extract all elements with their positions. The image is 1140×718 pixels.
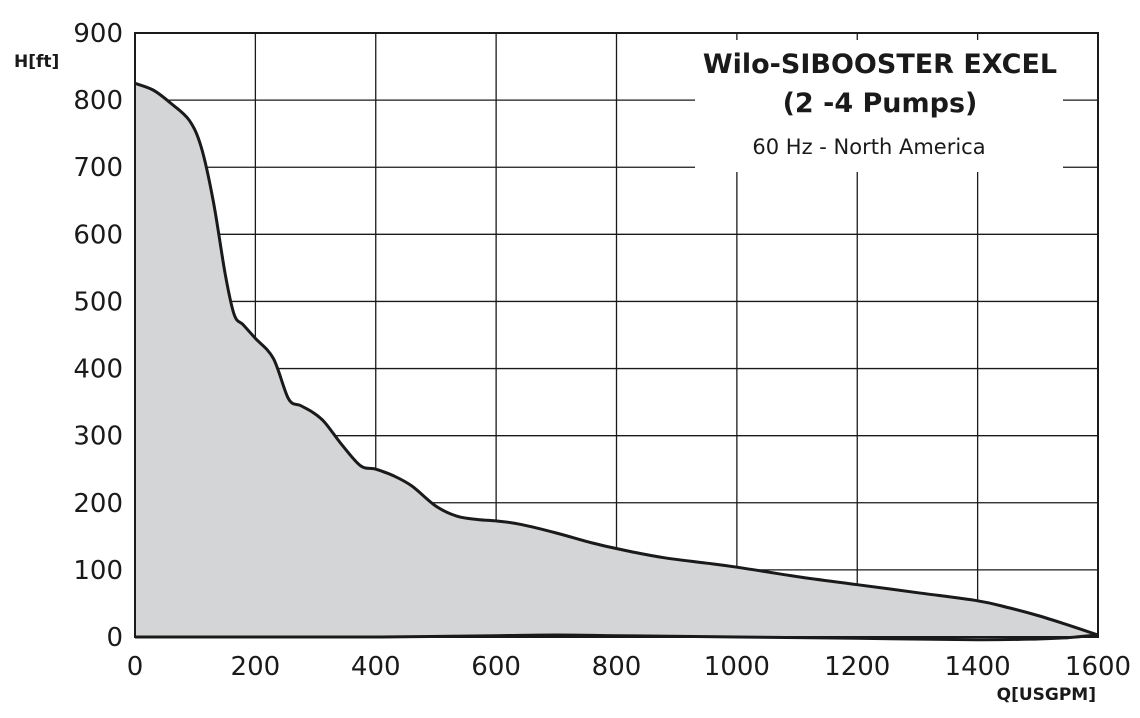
x-tick-label: 400 <box>351 652 401 682</box>
y-tick-label: 900 <box>73 19 123 49</box>
x-tick-label: 800 <box>592 652 642 682</box>
x-tick-label: 1400 <box>945 652 1011 682</box>
y-tick-label: 100 <box>73 556 123 586</box>
pump-performance-area <box>135 83 1098 640</box>
chart-title: Wilo-SIBOOSTER EXCEL <box>703 49 1057 80</box>
chart-subtitle: 60 Hz - North America <box>752 135 985 159</box>
y-tick-label: 800 <box>73 86 123 116</box>
x-tick-label: 1600 <box>1065 652 1131 682</box>
x-tick-label: 1200 <box>824 652 890 682</box>
y-tick-label: 200 <box>73 489 123 519</box>
y-tick-label: 500 <box>73 287 123 317</box>
title-box <box>695 40 1063 172</box>
y-tick-label: 300 <box>73 422 123 452</box>
y-tick-label: 600 <box>73 220 123 250</box>
x-tick-labels: 0 200 400 600 800 1000 1200 1400 1600 <box>127 652 1131 682</box>
y-tick-label: 700 <box>73 153 123 183</box>
y-tick-label: 0 <box>106 623 123 653</box>
chart-title-line2: (2 -4 Pumps) <box>783 88 978 119</box>
x-tick-label: 0 <box>127 652 144 682</box>
x-axis-label: Q[USGPM] <box>997 685 1096 705</box>
upper-curve-line <box>134 81 1099 637</box>
x-tick-label: 600 <box>471 652 521 682</box>
plot-frame <box>134 32 1099 638</box>
x-tick-label: 1000 <box>704 652 770 682</box>
y-tick-label: 400 <box>73 355 123 385</box>
y-axis-label: H[ft] <box>14 52 59 72</box>
x-tick-label: 200 <box>231 652 281 682</box>
y-tick-labels: 0 100 200 300 400 500 600 700 800 900 <box>73 19 123 653</box>
